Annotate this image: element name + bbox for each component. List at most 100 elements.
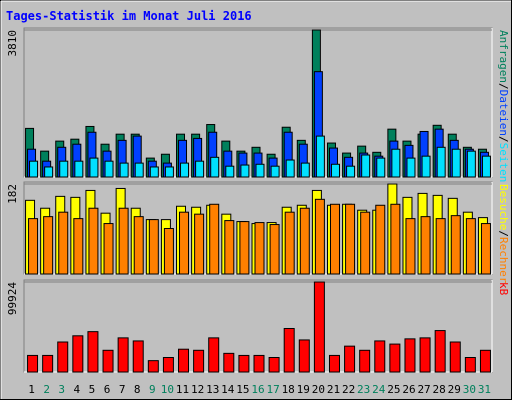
x-tick-label: 11	[176, 383, 189, 396]
x-tick-label: 4	[74, 383, 81, 396]
bar	[405, 218, 416, 275]
x-tick-label: 5	[89, 383, 96, 396]
x-tick-label: 26	[402, 383, 415, 396]
bar	[361, 154, 371, 178]
x-tick-label: 20	[312, 383, 325, 396]
bar	[389, 343, 401, 373]
legend-entry: Besuche	[497, 184, 510, 230]
bar	[284, 211, 295, 275]
bar	[300, 162, 310, 178]
bar	[28, 218, 39, 275]
x-tick-label: 15	[236, 383, 249, 396]
bar	[404, 338, 416, 373]
bar	[208, 337, 220, 373]
legend-separator: /	[497, 136, 510, 143]
bar	[225, 165, 235, 178]
legend: Besuche/Rechner	[497, 184, 510, 284]
bar	[449, 341, 461, 373]
bar	[148, 219, 159, 275]
bar	[255, 163, 265, 178]
bar	[434, 330, 446, 373]
bar	[42, 354, 54, 373]
bar	[239, 221, 250, 275]
bar	[374, 340, 386, 373]
x-tick-label: 21	[327, 383, 340, 396]
legend-separator: /	[497, 83, 510, 90]
bar	[210, 156, 220, 178]
x-tick-label: 18	[282, 383, 295, 396]
bar	[179, 211, 190, 275]
bar	[119, 162, 129, 178]
x-tick-label: 25	[387, 383, 400, 396]
legend-entry: Anfragen	[497, 30, 510, 83]
bar	[163, 228, 174, 275]
bar	[193, 349, 205, 373]
legend-entry: kB	[497, 282, 510, 296]
bar	[421, 155, 431, 178]
bar	[240, 164, 250, 178]
bar	[118, 207, 129, 275]
bar	[132, 340, 144, 373]
bar	[133, 216, 144, 275]
x-tick-label: 6	[104, 383, 111, 396]
x-tick-label: 8	[134, 383, 141, 396]
legend: kB	[497, 282, 510, 296]
bar	[194, 213, 205, 275]
bar	[164, 166, 174, 178]
bar	[180, 162, 190, 178]
bar	[451, 148, 461, 178]
y-tick-label: 3810	[6, 30, 19, 57]
y-tick-label: 99924	[6, 282, 19, 315]
x-tick-label: 13	[206, 383, 219, 396]
bar	[345, 203, 356, 275]
bar	[162, 356, 174, 373]
bar	[224, 220, 235, 275]
x-tick-label: 2	[43, 383, 50, 396]
bar	[104, 160, 114, 178]
x-tick-label: 24	[372, 383, 386, 396]
bar	[466, 150, 476, 178]
bar	[314, 198, 325, 275]
bar	[315, 135, 325, 178]
x-tick-label: 29	[448, 383, 461, 396]
bar	[29, 160, 39, 178]
bar	[27, 354, 39, 373]
x-tick-label: 17	[266, 383, 279, 396]
legend-entry: Rechner	[497, 237, 510, 284]
bar	[134, 162, 144, 178]
x-tick-label: 30	[463, 383, 476, 396]
bar	[420, 216, 431, 275]
bar	[270, 165, 280, 178]
x-tick-label: 27	[417, 383, 430, 396]
bar	[72, 335, 84, 373]
bar	[73, 218, 84, 275]
bar	[419, 337, 431, 373]
bar	[329, 203, 340, 275]
chart-title: Tages-Statistik im Monat Juli 2016	[6, 9, 252, 23]
bar	[346, 165, 356, 178]
bar	[313, 281, 325, 373]
bar	[74, 160, 84, 178]
bar	[103, 223, 114, 275]
bar	[283, 327, 295, 373]
bar	[390, 203, 401, 275]
x-tick-label: 28	[433, 383, 446, 396]
bar	[344, 345, 356, 373]
bar	[43, 216, 54, 275]
bar	[253, 354, 265, 373]
legend-entry: Dateien	[497, 90, 510, 136]
bar	[359, 349, 371, 373]
bar	[209, 203, 220, 275]
legend-separator: /	[497, 230, 510, 237]
bar	[59, 160, 69, 178]
x-tick-label: 22	[342, 383, 355, 396]
bar	[102, 349, 114, 373]
bar	[89, 157, 99, 178]
bar	[436, 146, 446, 178]
bar	[223, 352, 235, 373]
x-tick-label: 3	[58, 383, 65, 396]
x-tick-label: 31	[478, 383, 491, 396]
bar	[285, 159, 295, 178]
bar	[44, 166, 54, 178]
